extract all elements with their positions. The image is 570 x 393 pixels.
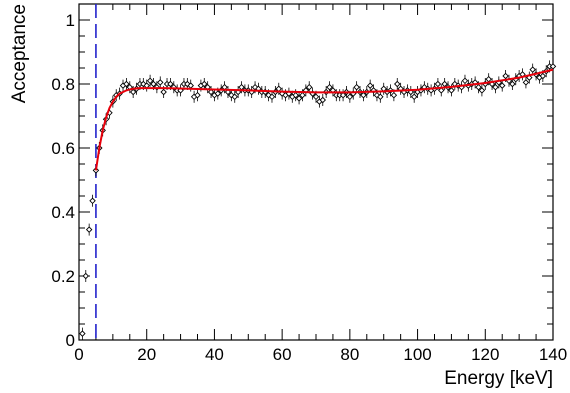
data-point xyxy=(529,66,536,73)
y-tick-label: 1 xyxy=(66,11,75,30)
data-markers xyxy=(79,60,557,340)
y-tick-label: 0.6 xyxy=(51,139,75,158)
data-point xyxy=(194,91,201,99)
data-point xyxy=(509,80,516,88)
data-point xyxy=(461,77,469,85)
data-point xyxy=(268,93,276,101)
x-tick-label: 120 xyxy=(471,345,499,364)
data-point xyxy=(299,91,306,99)
data-point xyxy=(231,93,238,101)
data-point xyxy=(214,90,222,97)
plot-axes xyxy=(78,3,554,341)
y-tick-label: 0.4 xyxy=(51,203,75,222)
y-axis-title: Acceptance xyxy=(9,4,30,103)
data-point xyxy=(390,91,398,99)
data-point xyxy=(485,75,492,83)
data-point xyxy=(377,93,384,101)
data-point xyxy=(292,91,299,99)
data-point xyxy=(353,83,360,91)
x-tick-label: 20 xyxy=(137,345,156,364)
data-point xyxy=(539,72,547,80)
data-point xyxy=(150,80,157,88)
data-point xyxy=(157,79,164,86)
data-point xyxy=(373,91,381,99)
data-point xyxy=(167,80,174,88)
data-point xyxy=(492,83,499,91)
x-tick-label: 60 xyxy=(273,345,292,364)
plot-frame xyxy=(78,3,554,341)
data-point xyxy=(305,83,313,91)
y-tick-label: 0.2 xyxy=(51,267,75,286)
data-point xyxy=(339,91,347,99)
tick-labels: 0 20 40 60 80 100 120 140 0 0.2 0.4 0.6 0.8 1 xyxy=(51,11,567,364)
data-point xyxy=(434,80,442,88)
data-point xyxy=(92,167,100,174)
x-tick-label: 40 xyxy=(205,345,224,364)
data-point xyxy=(123,80,130,88)
x-tick-label: 80 xyxy=(340,345,359,364)
data-point xyxy=(498,82,506,89)
data-point xyxy=(360,91,367,99)
data-point xyxy=(146,77,154,85)
data-point xyxy=(438,87,445,94)
x-tick-label: 0 xyxy=(74,345,83,364)
data-point xyxy=(89,197,96,205)
data-point xyxy=(366,82,374,89)
data-point xyxy=(201,80,208,88)
data-point xyxy=(346,93,354,101)
data-point xyxy=(79,330,86,337)
data-point xyxy=(184,80,191,88)
data-point xyxy=(319,96,327,104)
data-point xyxy=(207,88,215,96)
data-point xyxy=(522,79,530,86)
y-tick-label: 0.8 xyxy=(51,75,75,94)
data-point xyxy=(478,87,486,94)
data-point xyxy=(549,63,557,70)
y-tick-label: 0 xyxy=(66,331,75,350)
data-point xyxy=(85,226,93,233)
data-point xyxy=(140,80,147,88)
data-point xyxy=(448,87,455,94)
data-point xyxy=(160,88,167,96)
x-axis-title: Energy [keV] xyxy=(444,368,553,389)
data-point xyxy=(502,72,509,80)
data-point xyxy=(82,272,90,280)
x-tick-label: 100 xyxy=(403,345,431,364)
data-point xyxy=(129,88,137,96)
x-tick-label: 140 xyxy=(539,345,567,364)
data-point xyxy=(394,80,401,88)
data-point xyxy=(326,83,333,91)
data-point xyxy=(410,93,418,101)
data-point xyxy=(295,95,303,102)
data-point xyxy=(312,93,320,101)
fit-curve xyxy=(94,68,554,171)
data-point xyxy=(475,83,482,91)
